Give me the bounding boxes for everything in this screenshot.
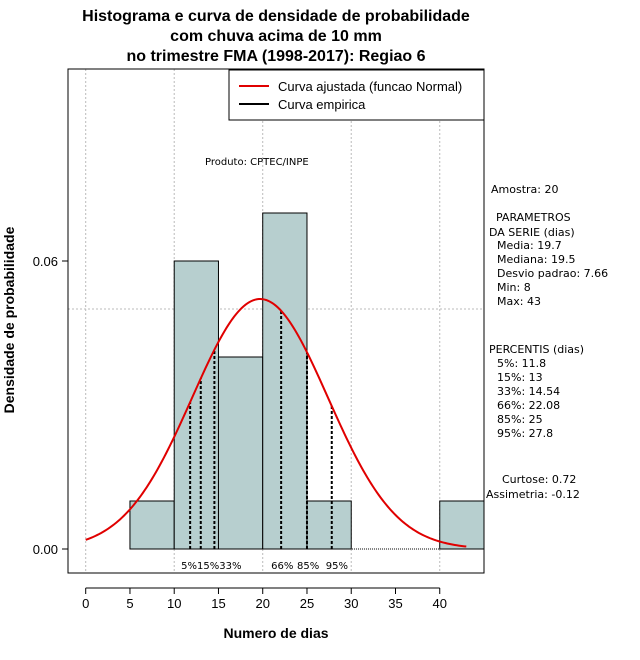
- stat-sample: Amostra: 20: [491, 183, 558, 196]
- stat-p33: 33%: 14.54: [497, 385, 560, 398]
- stats-panel: Amostra: 20 PARAMETROS DA SERIE (dias) M…: [486, 183, 608, 501]
- y-tick-label: 0.06: [33, 254, 58, 269]
- percentile-layer: 5%15%33% 66% 85% 95%: [181, 310, 348, 572]
- curve-layer: [85, 298, 467, 548]
- x-tick-label: 20: [255, 596, 269, 611]
- x-tick-label: 10: [167, 596, 181, 611]
- x-tick-label: 30: [344, 596, 358, 611]
- percentile-label-95: 95%: [326, 561, 348, 572]
- stat-percentis-title: PERCENTIS (dias): [489, 343, 584, 356]
- stat-mediana: Mediana: 19.5: [497, 253, 575, 266]
- histogram-bar: [129, 500, 175, 550]
- normal-curve: [85, 298, 467, 548]
- stat-min: Min: 8: [497, 281, 531, 294]
- percentile-label-85: 85%: [297, 561, 319, 572]
- stat-p85: 85%: 25: [497, 413, 543, 426]
- stat-p15: 15%: 13: [497, 371, 543, 384]
- histogram-bar: [306, 500, 352, 550]
- axis-layer: 0 5 10 15 20 25 30 35 40 0.00 0.06: [33, 254, 447, 611]
- source-label: Produto: CPTEC/INPE: [205, 157, 309, 168]
- x-tick-label: 35: [388, 596, 402, 611]
- x-tick-label: 25: [300, 596, 314, 611]
- stat-curtose: Curtose: 0.72: [502, 473, 576, 486]
- y-tick-label: 0.00: [33, 542, 58, 557]
- stat-params-title-2: DA SERIE (dias): [489, 226, 575, 239]
- legend-box: [228, 69, 485, 121]
- histogram-bar: [217, 356, 264, 550]
- x-tick-label: 0: [82, 596, 89, 611]
- percentile-label-5-15-33: 5%15%33%: [181, 561, 241, 572]
- histogram-bar: [262, 212, 308, 550]
- stat-p66: 66%: 22.08: [497, 399, 560, 412]
- chart-title-line-3: no trimestre FMA (1998-2017): Regiao 6: [126, 48, 425, 65]
- stat-media: Media: 19.7: [497, 239, 562, 252]
- x-axis-title: Numero de dias: [223, 625, 328, 641]
- percentile-label-66: 66%: [271, 561, 293, 572]
- chart-title-line-1: Histograma e curva de densidade de proba…: [82, 8, 470, 25]
- stat-p5: 5%: 11.8: [497, 357, 546, 370]
- stat-p95: 95%: 27.8: [497, 427, 553, 440]
- histogram-bar: [439, 500, 485, 550]
- histogram-bar: [173, 260, 219, 550]
- stat-desvio: Desvio padrao: 7.66: [497, 267, 608, 280]
- x-tick-label: 40: [433, 596, 447, 611]
- legend-label-empirical: Curva empirica: [278, 97, 366, 112]
- stat-assimetria: Assimetria: -0.12: [486, 488, 580, 501]
- plot-frame: [67, 68, 485, 574]
- y-axis-title: Densidade de probabilidade: [1, 226, 17, 413]
- x-tick-label: 15: [211, 596, 225, 611]
- stat-max: Max: 43: [497, 295, 541, 308]
- legend: Curva ajustada (funcao Normal) Curva emp…: [228, 69, 485, 121]
- stat-params-title-1: PARAMETROS: [496, 211, 571, 224]
- legend-label-normal: Curva ajustada (funcao Normal): [278, 79, 462, 94]
- x-tick-label: 5: [126, 596, 133, 611]
- chart-title-line-2: com chuva acima de 10 mm: [170, 28, 382, 45]
